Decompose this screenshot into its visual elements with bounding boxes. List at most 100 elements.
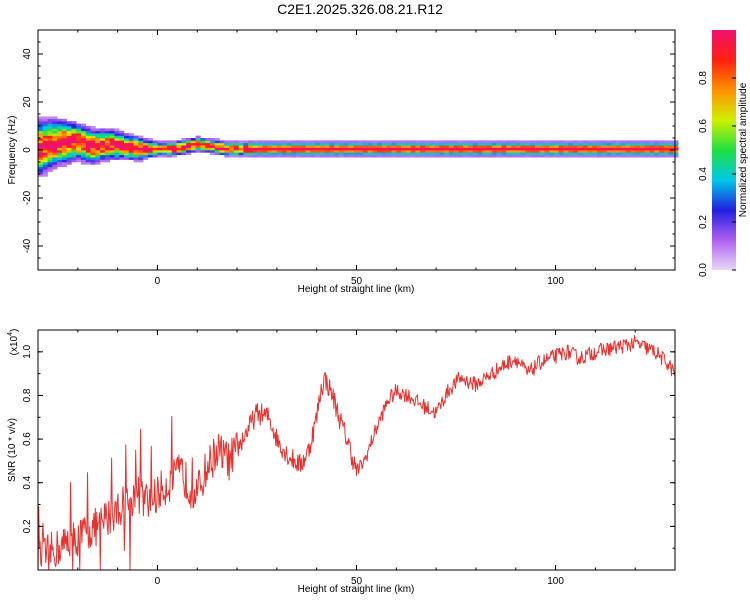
heatmap-cell [61,147,67,151]
snr-frame [37,329,676,571]
heatmap-cell [563,150,569,153]
heatmap-cell [85,142,91,146]
heatmap-cell [286,152,292,156]
heatmap-cell [334,147,340,151]
heatmap-cell [119,138,125,141]
heatmap-cell [224,142,230,146]
heatmap-cell [568,152,574,156]
heatmap-cell [195,135,201,139]
heatmap-cell [90,162,96,165]
heatmap-cell [42,138,48,141]
heatmap-cell [85,152,91,156]
heatmap-cell [95,159,101,163]
heatmap-cell [381,142,388,146]
heatmap-cell [76,154,82,158]
heatmap-cell [109,142,115,146]
heatmap-cell [66,142,72,146]
heatmap-cell [100,130,106,134]
heatmap-cell [377,150,383,153]
heatmap-cell [114,128,120,132]
heatmap-cell [295,147,302,151]
heatmap-cell [448,152,454,156]
heatmap-cell [57,142,63,146]
heatmap-cell [606,145,612,148]
heatmap-cell [620,152,626,156]
heatmap-cell [81,138,87,141]
heatmap-cell [181,152,187,156]
heatmap-cell [276,145,282,148]
heatmap-cell [295,140,302,144]
heatmap-cell [38,135,44,139]
heatmap-cell [61,130,67,134]
heatmap-cell [38,159,44,163]
heatmap-cell [558,142,564,146]
heatmap-cell [291,145,297,148]
heatmap-cell [104,154,110,158]
heatmap-cell [61,150,67,153]
heatmap-cell [42,140,48,144]
heatmap-cell [515,150,521,153]
heatmap-cell [257,152,263,156]
heatmap-cell [587,145,593,148]
heatmap-cell [434,145,440,148]
heatmap-cell [157,150,163,153]
heatmap-cell [209,142,216,146]
heatmap-cell [128,152,134,156]
heatmap-cell [381,145,388,148]
heatmap-cell [558,152,564,156]
heatmap-cell [176,140,182,144]
heatmap-cell [66,147,72,151]
heatmap-cell [482,150,488,153]
heatmap-cell [57,162,63,165]
heatmap-cell [38,154,44,158]
heatmap-cell [90,126,96,129]
heatmap-cell [482,154,488,158]
heatmap-cell [501,154,507,158]
heatmap-cell [410,150,416,153]
heatmap-cell [391,152,397,156]
heatmap-cell [47,154,53,158]
heatmap-cell [238,145,244,148]
heatmap-cell [152,154,158,158]
heatmap-cell [95,138,101,141]
heatmap-cell [358,154,364,158]
heatmap-cell [539,154,545,158]
heatmap-cell [100,128,106,132]
heatmap-cell [377,147,383,151]
heatmap-cell [520,150,526,153]
heatmap-cell [620,147,626,151]
heatmap-cell [157,140,163,144]
heatmap-cell [530,147,536,151]
heatmap-cell [219,147,225,151]
heatmap-cell [401,145,407,148]
heatmap-cell [38,118,44,122]
heatmap-cell [38,126,44,129]
heatmap-cell [295,150,302,153]
heatmap-cell [553,142,560,146]
heatmap-cell [663,154,669,158]
heatmap-cell [348,154,354,158]
heatmap-cell [85,157,91,160]
heatmap-cell [644,150,650,153]
heatmap-cell [558,140,564,144]
heatmap-cell [143,145,149,148]
heatmap-cell [52,164,58,168]
heatmap-cell [367,152,373,156]
heatmap-cell [71,133,77,136]
heatmap-cell [630,150,636,153]
heatmap-cell [85,145,91,148]
heatmap-cell [76,138,82,141]
heatmap-cell [467,140,474,144]
scale-suffix: ) [9,329,20,332]
heatmap-cell [76,123,82,127]
heatmap-cell [229,142,235,146]
heatmap-cell [668,142,674,146]
heatmap-cell [109,154,115,158]
heatmap-cell [372,145,378,148]
heatmap-cell [515,140,521,144]
heatmap-cell [57,159,63,163]
heatmap-cell [496,147,502,151]
heatmap-cell [267,150,273,153]
heatmap-cell [128,133,134,136]
heatmap-cell [592,142,598,146]
